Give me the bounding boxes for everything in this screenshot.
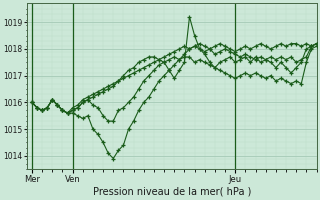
X-axis label: Pression niveau de la mer( hPa ): Pression niveau de la mer( hPa ) [92, 187, 251, 197]
